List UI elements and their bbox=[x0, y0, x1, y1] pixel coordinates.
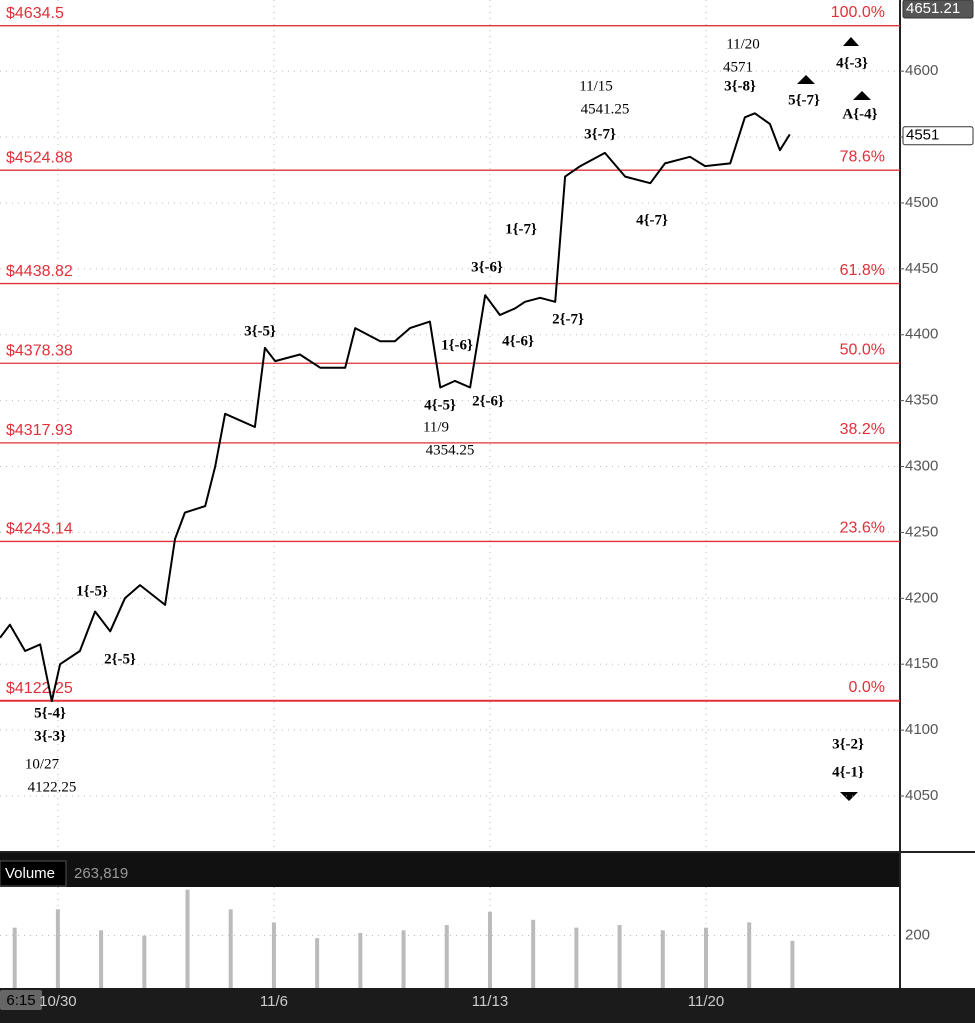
y-tick-label: 4500 bbox=[905, 194, 938, 211]
volume-bar bbox=[444, 925, 449, 988]
triangle-up bbox=[843, 37, 859, 46]
time-badge bbox=[0, 990, 42, 1010]
level-pct-label: 50.0% bbox=[840, 341, 885, 358]
level-price-label: $4317.93 bbox=[6, 422, 73, 439]
volume-bar bbox=[617, 925, 622, 988]
volume-bar bbox=[487, 911, 492, 988]
wave-label: 4{-7} bbox=[636, 212, 668, 228]
volume-bar bbox=[531, 919, 536, 988]
y-tick-label: 4450 bbox=[905, 260, 938, 277]
volume-bar bbox=[99, 930, 104, 988]
y-tick-label: 4100 bbox=[905, 721, 938, 738]
y-tick-label: 4300 bbox=[905, 457, 938, 474]
wave-label: 11/20 bbox=[726, 36, 760, 52]
volume-bar bbox=[747, 922, 752, 988]
wave-label: 5{-7} bbox=[788, 92, 820, 108]
volume-title-box bbox=[0, 860, 67, 887]
wave-label: 3{-8} bbox=[724, 78, 756, 94]
level-price-label: $4122.25 bbox=[6, 680, 73, 697]
wave-label: 4{-5} bbox=[424, 397, 456, 413]
wave-label: 2{-7} bbox=[552, 311, 584, 327]
wave-label: A{-4} bbox=[842, 106, 877, 122]
level-pct-label: 0.0% bbox=[849, 679, 885, 696]
volume-bar bbox=[401, 930, 406, 988]
x-tick-label: 11/20 bbox=[688, 993, 724, 1010]
x-axis-bar bbox=[0, 988, 975, 1023]
wave-label: 4{-1} bbox=[832, 764, 864, 780]
volume-bar bbox=[704, 927, 709, 988]
wave-label: 2{-6} bbox=[472, 393, 504, 409]
wave-label: 1{-7} bbox=[505, 221, 537, 237]
volume-bar bbox=[271, 922, 276, 988]
x-tick-label: 10/30 bbox=[39, 993, 77, 1010]
price-badge bbox=[902, 0, 974, 19]
level-price-label: $4243.14 bbox=[6, 521, 73, 538]
volume-bar bbox=[228, 909, 233, 988]
level-price-label: $4634.5 bbox=[6, 5, 64, 22]
wave-label: 4541.25 bbox=[581, 101, 630, 117]
volume-bar bbox=[315, 938, 320, 988]
wave-label: 11/9 bbox=[423, 419, 449, 435]
wave-label: 3{-5} bbox=[244, 323, 276, 339]
volume-bar bbox=[55, 909, 60, 988]
level-pct-label: 78.6% bbox=[840, 148, 885, 165]
time-label: 6:15 bbox=[6, 992, 35, 1009]
wave-label: 4122.25 bbox=[28, 779, 77, 795]
triangle-up bbox=[797, 75, 815, 84]
wave-label: 4354.25 bbox=[426, 442, 475, 458]
volume-tick-label: 200 bbox=[905, 927, 930, 944]
wave-label: 1{-6} bbox=[441, 337, 473, 353]
y-tick-label: 4050 bbox=[905, 787, 938, 804]
price-line bbox=[0, 112, 791, 703]
price-badge bbox=[902, 126, 974, 146]
wave-label: 3{-6} bbox=[471, 259, 503, 275]
wave-label: 1{-5} bbox=[76, 583, 108, 599]
wave-label: 5{-4} bbox=[34, 705, 66, 721]
wave-label: 3{-2} bbox=[832, 736, 864, 752]
volume-bar bbox=[12, 927, 17, 988]
volume-bar bbox=[358, 932, 363, 988]
price-badge-label: 4651.21 bbox=[906, 0, 960, 17]
wave-label: 11/15 bbox=[579, 78, 613, 94]
volume-header bbox=[0, 852, 900, 887]
y-tick-label: 4150 bbox=[905, 655, 938, 672]
x-tick-label: 11/6 bbox=[260, 993, 288, 1010]
wave-label: 3{-3} bbox=[34, 728, 66, 744]
volume-bar bbox=[574, 927, 579, 988]
wave-label: 3{-7} bbox=[584, 126, 616, 142]
y-tick-label: 4400 bbox=[905, 326, 938, 343]
y-tick-label: 4200 bbox=[905, 589, 938, 606]
level-price-label: $4378.38 bbox=[6, 342, 73, 359]
y-tick-label: 4350 bbox=[905, 392, 938, 409]
volume-title: Volume bbox=[5, 865, 55, 882]
volume-bar bbox=[142, 935, 147, 988]
y-tick-label: 4250 bbox=[905, 523, 938, 540]
level-pct-label: 38.2% bbox=[840, 421, 885, 438]
level-pct-label: 100.0% bbox=[831, 4, 885, 21]
wave-label: 4{-3} bbox=[836, 55, 868, 71]
x-tick-label: 11/13 bbox=[472, 993, 508, 1010]
volume-bar bbox=[660, 930, 665, 988]
level-price-label: $4438.82 bbox=[6, 263, 73, 280]
y-tick-label: 4600 bbox=[905, 62, 938, 79]
price-badge-label: 4551 bbox=[906, 127, 939, 144]
level-pct-label: 61.8% bbox=[840, 262, 885, 279]
volume-last: 263,819 bbox=[74, 865, 128, 882]
wave-label: 2{-5} bbox=[104, 651, 136, 667]
volume-bar bbox=[185, 889, 190, 988]
wave-label: 4{-6} bbox=[502, 333, 534, 349]
wave-label: 4571 bbox=[723, 59, 753, 75]
wave-label: 10/27 bbox=[25, 756, 60, 772]
volume-bar bbox=[790, 940, 795, 988]
triangle-up bbox=[853, 91, 871, 100]
triangle-down bbox=[840, 792, 858, 801]
level-pct-label: 23.6% bbox=[840, 520, 885, 537]
level-price-label: $4524.88 bbox=[6, 149, 73, 166]
